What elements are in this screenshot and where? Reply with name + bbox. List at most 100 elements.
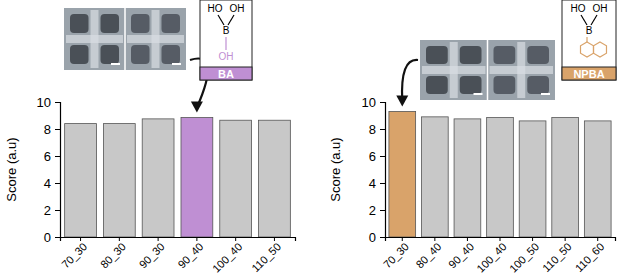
y-axis: 0246810: [362, 95, 386, 245]
y-axis-line: [380, 103, 386, 238]
arrow-head: [191, 102, 203, 113]
x-tick: 80_40: [413, 237, 443, 270]
panel: 024681070_3080_4090_40100_40100_50110_50…: [328, 0, 616, 275]
y-tick-label: 2: [44, 203, 51, 218]
photo-cell: [101, 14, 120, 33]
x-tick: 110_50: [249, 237, 283, 274]
photo-highlight: [152, 10, 160, 68]
photo-cell: [527, 76, 549, 94]
bar: [552, 118, 579, 237]
y-tick-label: 6: [44, 149, 51, 164]
atom-label: B: [223, 25, 230, 36]
ring: [581, 42, 594, 57]
x-tick: 100_50: [507, 237, 541, 275]
bars: [389, 111, 611, 237]
bond: [591, 15, 597, 25]
y-tick-label: 8: [369, 122, 376, 137]
bond: [581, 15, 587, 25]
photo-divider: [487, 40, 489, 100]
x-tick-label: 100_40: [474, 240, 508, 274]
y-tick-mark: [55, 129, 60, 130]
bar: [519, 121, 546, 237]
photo-cell: [426, 46, 448, 64]
x-axis: 70_3080_4090_40100_40100_50110_50110_60: [381, 237, 616, 275]
y-tick: 8: [369, 122, 385, 137]
atom-label: HO: [208, 3, 223, 14]
x-tick-label: 100_50: [507, 240, 541, 274]
atom-label: B: [586, 25, 593, 36]
y-tick-mark: [380, 237, 385, 238]
photo-cell: [426, 76, 448, 94]
arrow: [402, 60, 418, 102]
x-tick: 90_40: [175, 237, 205, 270]
atom-label: OH: [219, 51, 234, 62]
atom-label: OH: [593, 3, 608, 14]
photo-highlight: [517, 42, 525, 98]
bar: [584, 121, 611, 237]
y-tick-label: 8: [44, 122, 51, 137]
y-tick-mark: [380, 156, 385, 157]
label-box: [200, 67, 252, 80]
arrow-head: [396, 95, 408, 106]
x-tick: 110_60: [573, 237, 607, 274]
x-tick-label: 110_60: [573, 240, 607, 274]
x-tick: 70_30: [59, 237, 89, 270]
x-axis-line: [61, 238, 296, 242]
photo-divider: [124, 8, 126, 70]
y-tick: 2: [44, 203, 60, 218]
scale-bar: [111, 63, 120, 65]
y-tick-mark: [55, 156, 60, 157]
y-tick-mark: [380, 102, 385, 103]
y-tick-label: 10: [37, 95, 51, 110]
y-tick-mark: [55, 237, 60, 238]
y-tick: 0: [44, 230, 60, 245]
x-tick-label: 100_40: [210, 240, 244, 274]
bond: [228, 15, 234, 25]
photo-cell: [460, 46, 482, 64]
x-tick: 100_40: [210, 237, 244, 275]
x-tick-label: 70_30: [381, 240, 411, 270]
y-tick: 6: [369, 149, 385, 164]
photo-bg: [64, 8, 186, 70]
y-axis-title: Score (a.u): [4, 137, 19, 201]
photo-cell: [131, 14, 150, 33]
x-tick-label: 90_40: [446, 240, 476, 270]
photo-cell: [527, 46, 549, 64]
photo-cell: [101, 45, 120, 64]
y-tick-label: 10: [362, 95, 376, 110]
x-tick: 100_40: [474, 237, 508, 275]
compound-label: NPBA: [573, 68, 604, 80]
atom-label: HO: [571, 3, 586, 14]
y-tick-mark: [380, 183, 385, 184]
bar: [421, 117, 448, 237]
photo-cell: [494, 76, 516, 94]
y-tick: 0: [369, 230, 385, 245]
y-tick-mark: [380, 210, 385, 211]
bar: [181, 118, 213, 237]
y-axis: 0246810: [37, 95, 61, 245]
x-tick-label: 90_40: [175, 240, 205, 270]
photo-cell: [494, 46, 516, 64]
photo-cell: [460, 76, 482, 94]
bars: [65, 118, 291, 237]
photo-cell: [131, 45, 150, 64]
scale-bar: [474, 93, 483, 95]
x-tick: 90_30: [137, 237, 167, 270]
x-tick-label: 70_30: [59, 240, 89, 270]
y-tick: 2: [369, 203, 385, 218]
label-box: [562, 67, 616, 80]
x-tick: 90_40: [446, 237, 476, 270]
ring: [593, 42, 606, 57]
y-axis-line: [55, 103, 61, 238]
bar: [65, 124, 97, 237]
y-tick-mark: [55, 210, 60, 211]
x-axis: 70_3080_3090_3090_40100_40110_50: [59, 237, 295, 275]
photo-cell: [70, 45, 89, 64]
y-tick-mark: [55, 183, 60, 184]
photo-highlight: [450, 42, 458, 98]
figure: 024681070_3080_3090_3090_40100_40110_50S…: [0, 0, 625, 275]
photo-highlight: [91, 10, 99, 68]
y-tick-label: 0: [44, 230, 51, 245]
x-tick-label: 90_30: [137, 240, 167, 270]
y-tick-label: 2: [369, 203, 376, 218]
